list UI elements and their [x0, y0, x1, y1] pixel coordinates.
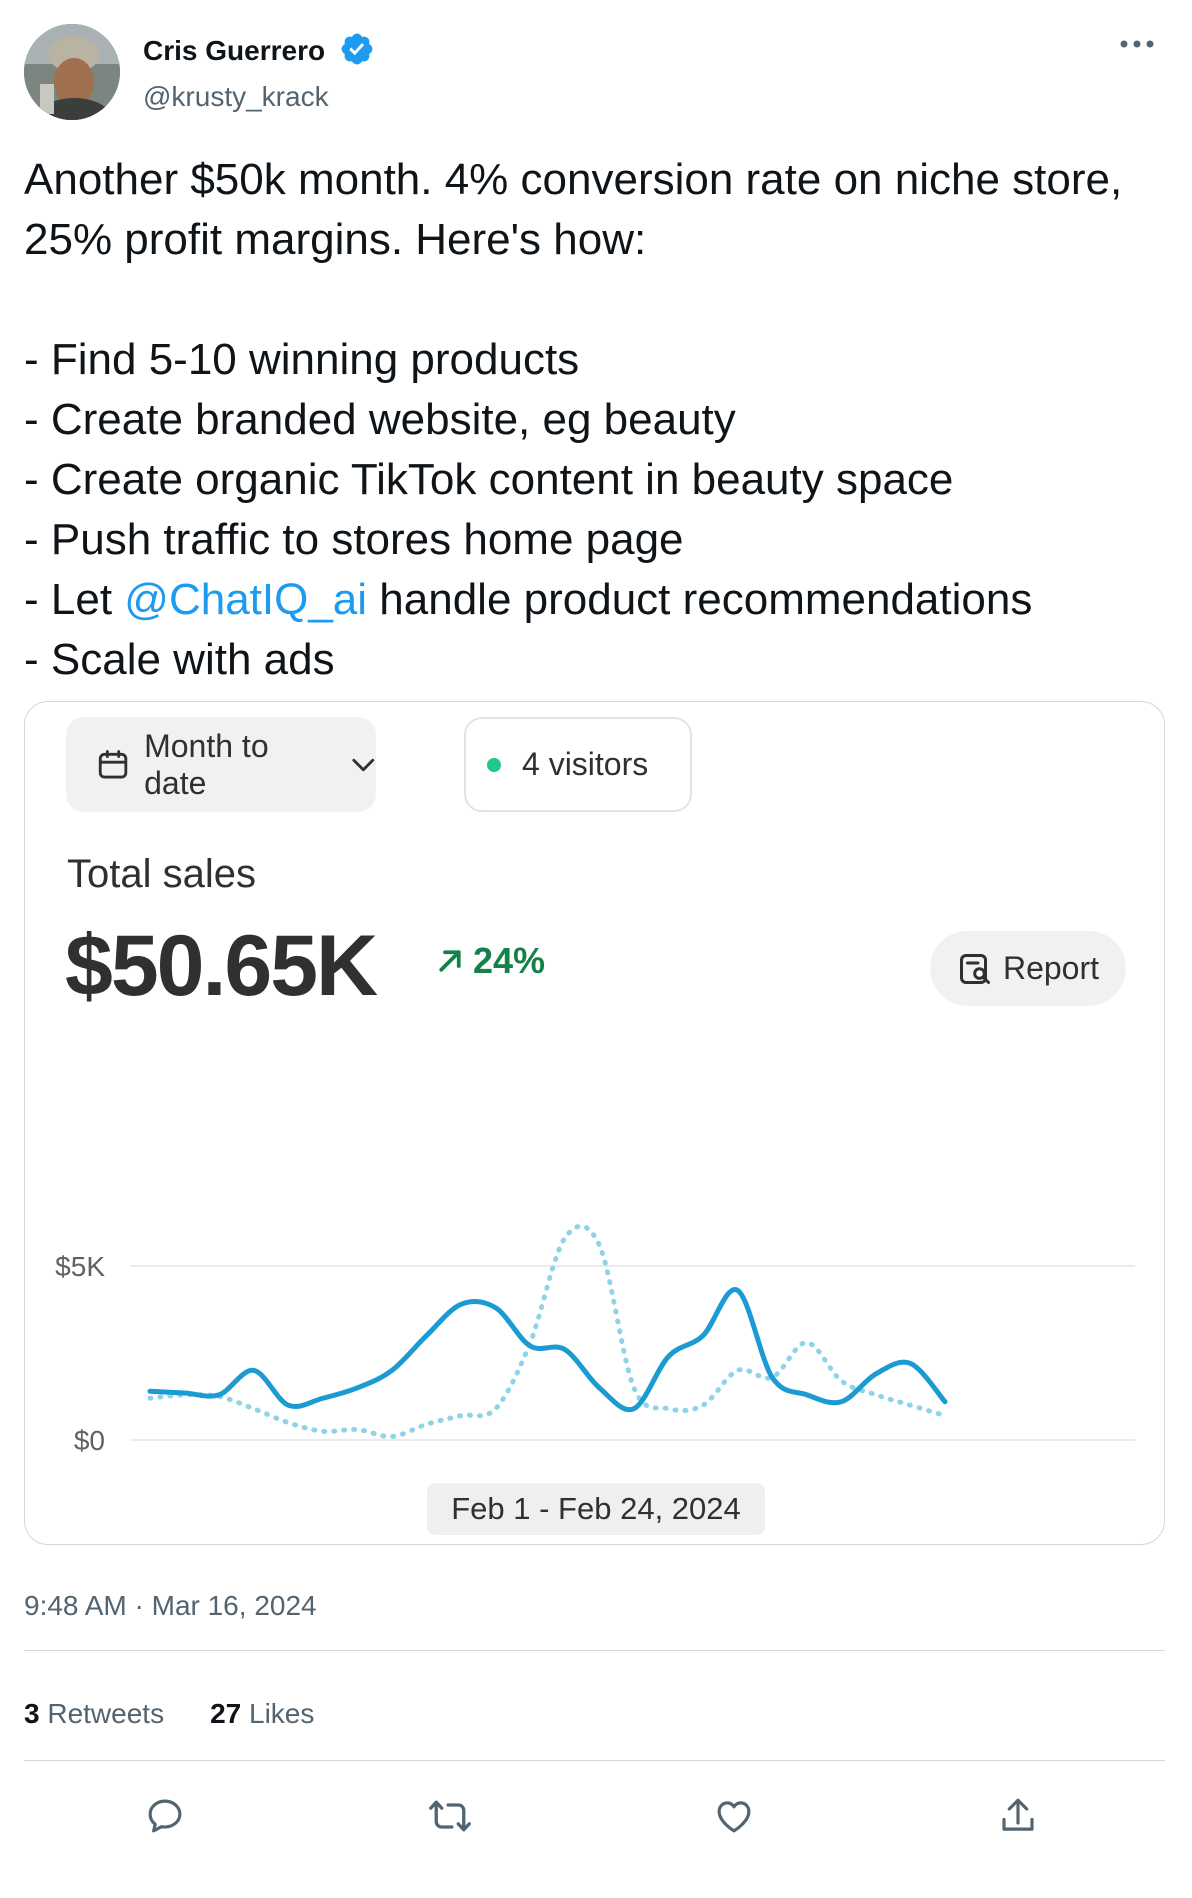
live-dot: [487, 757, 501, 772]
report-button[interactable]: Report: [930, 931, 1126, 1006]
divider-bottom: [24, 1760, 1165, 1761]
visitors-badge[interactable]: 4 visitors: [464, 717, 692, 812]
tweet-timestamp[interactable]: 9:48 AM · Mar 16, 2024: [24, 1590, 317, 1621]
total-sales-label: Total sales: [67, 852, 256, 896]
likes-label: Likes: [249, 1698, 315, 1729]
more-icon[interactable]: [1115, 28, 1159, 60]
visitors-label: 4 visitors: [522, 746, 649, 782]
tweet-text: Another $50k month. 4% conversion rate o…: [24, 150, 1164, 690]
like-icon[interactable]: [710, 1792, 758, 1840]
change-indicator: 24%: [435, 940, 545, 982]
calendar-icon: [98, 749, 128, 778]
y-tick-label: $0: [74, 1425, 105, 1452]
total-sales-value: $50.65K: [65, 918, 378, 1014]
date-filter-label: Month to date: [144, 727, 269, 801]
report-icon: [959, 953, 990, 984]
change-value: 24%: [473, 940, 546, 981]
retweets-stat[interactable]: 3 Retweets: [24, 1698, 164, 1730]
divider-top: [24, 1650, 1165, 1651]
likes-stat[interactable]: 27 Likes: [210, 1698, 314, 1730]
avatar-image: [24, 24, 120, 120]
report-label: Report: [1002, 950, 1100, 986]
media-card[interactable]: Month to date 4 visitors Total sales $50…: [24, 701, 1165, 1545]
author-handle[interactable]: @krusty_krack: [143, 81, 329, 112]
likes-count: 27: [210, 1698, 242, 1729]
mention-link[interactable]: @ChatIQ_ai: [124, 575, 368, 624]
date-filter-button[interactable]: Month to date: [66, 717, 376, 812]
author-name[interactable]: Cris Guerrero: [143, 35, 326, 66]
date-range-label: Feb 1 - Feb 24, 2024: [427, 1483, 765, 1535]
retweets-count: 3: [24, 1698, 40, 1729]
verified-badge-icon: [339, 31, 375, 67]
series-line-previous: [147, 1223, 948, 1440]
reply-icon[interactable]: [141, 1792, 189, 1840]
series-line-current: [147, 1287, 948, 1413]
tweet-text-body: Another $50k month. 4% conversion rate o…: [24, 155, 1123, 624]
tweet-text-tail: handle product recommendations - Scale w…: [24, 575, 1033, 684]
share-icon[interactable]: [994, 1792, 1042, 1840]
tweet-stats: 3 Retweets 27 Likes: [24, 1698, 360, 1730]
y-tick-label: $5K: [55, 1251, 105, 1282]
arrow-up-right-icon: [439, 950, 461, 972]
retweet-icon[interactable]: [426, 1792, 474, 1840]
chevron-down-icon: [352, 758, 375, 771]
avatar[interactable]: [24, 24, 120, 120]
retweets-label: Retweets: [47, 1698, 165, 1729]
